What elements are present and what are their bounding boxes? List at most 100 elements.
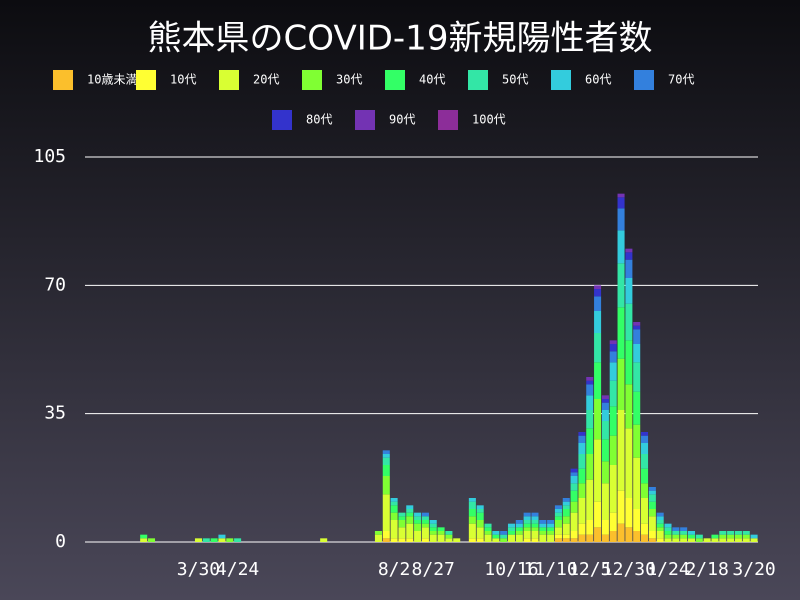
bar-segment <box>633 322 641 326</box>
bar-segment <box>680 531 688 535</box>
bar-segment <box>625 303 633 341</box>
legend-swatch <box>551 70 571 90</box>
bar-segment <box>515 520 523 524</box>
bar-segment <box>719 538 727 542</box>
legend-label: 20代 <box>253 73 279 87</box>
bar-segment <box>625 278 633 304</box>
bar-segment <box>570 490 578 502</box>
bar-segment <box>523 531 531 539</box>
bar-segment <box>734 538 742 542</box>
bar-segment <box>570 531 578 539</box>
bar-segment <box>601 461 609 484</box>
bar-segment <box>398 520 406 528</box>
x-tick-label: 8/2 <box>378 559 411 580</box>
legend-swatch <box>136 70 156 90</box>
bar-segment <box>414 516 422 520</box>
bar-segment <box>625 340 633 385</box>
bar-segment <box>601 534 609 542</box>
bar-segment <box>695 534 703 539</box>
bar-segment <box>586 520 594 535</box>
legend-swatch <box>53 70 73 90</box>
bar-segment <box>609 512 617 531</box>
bar-segment <box>562 505 570 509</box>
legend-swatch <box>355 110 375 130</box>
bar-segment <box>390 512 398 520</box>
bar-segment <box>194 538 202 542</box>
bar-segment <box>695 538 703 542</box>
bar-segment <box>484 531 492 535</box>
bar-segment <box>547 534 555 542</box>
x-tick-label: 1/24 <box>646 559 689 580</box>
bar-segment <box>218 538 226 542</box>
bar-segment <box>594 311 602 333</box>
bar-segment <box>570 538 578 542</box>
bar-segment <box>539 534 547 542</box>
bar-segment <box>382 465 390 476</box>
legend-label: 50代 <box>502 73 528 87</box>
bar-segment <box>703 538 711 542</box>
bar-segment <box>742 534 750 539</box>
bar-segment <box>601 520 609 535</box>
bar-segment <box>578 435 586 443</box>
bar-segment <box>641 443 649 454</box>
bar-segment <box>687 534 696 539</box>
bar-segment <box>617 410 625 491</box>
bar-segment <box>523 523 531 528</box>
legend-label: 60代 <box>585 73 611 87</box>
legend-label: 90代 <box>389 113 415 127</box>
bar-segment <box>523 527 531 531</box>
bar-segment <box>656 538 664 542</box>
bar-segment <box>421 527 429 539</box>
bar-segment <box>382 457 390 465</box>
bar-segment <box>210 538 218 542</box>
bar-segment <box>609 340 617 344</box>
x-tick-label: 3/20 <box>732 559 775 580</box>
bar-segment <box>437 531 445 535</box>
bar-segment <box>625 498 633 528</box>
bar-segment <box>601 439 609 462</box>
bar-segment <box>484 527 492 531</box>
bar-segment <box>578 498 586 524</box>
bar-segment <box>625 384 633 429</box>
bar-segment <box>515 527 523 531</box>
bar-segment <box>617 490 625 524</box>
y-tick-label: 35 <box>44 403 66 424</box>
bar-segment <box>374 531 382 535</box>
bar-segment <box>226 538 234 542</box>
bar-segment <box>641 498 649 524</box>
bar-segment <box>554 520 562 528</box>
bar-segment <box>617 193 625 198</box>
bar-segment <box>609 435 617 465</box>
bar-segment <box>687 531 696 535</box>
bar-segment <box>476 512 484 520</box>
bar-segment <box>406 512 414 517</box>
bar-segment <box>531 516 539 520</box>
bar-segment <box>202 538 210 542</box>
bar-segment <box>218 534 226 539</box>
bar-segment <box>680 534 688 539</box>
bar-segment <box>382 538 390 542</box>
bar-segment <box>586 380 594 385</box>
bar-segment <box>547 531 555 535</box>
bar-segment <box>476 505 484 509</box>
bar-segment <box>625 252 633 260</box>
bar-segment <box>656 520 664 524</box>
bar-segment <box>429 523 437 528</box>
bar-segment <box>672 538 680 542</box>
bar-segment <box>664 523 672 528</box>
bar-segment <box>641 483 649 498</box>
legend-label: 100代 <box>472 113 506 127</box>
legend-label: 40代 <box>419 73 445 87</box>
bar-segment <box>539 520 547 524</box>
bar-segment <box>492 534 500 539</box>
bar-segment <box>586 395 594 410</box>
bar-segment <box>398 527 406 539</box>
bar-segment <box>523 512 531 517</box>
bar-segment <box>476 527 484 539</box>
bar-segment <box>390 501 398 506</box>
bar-segment <box>523 538 531 542</box>
bar-segment <box>484 523 492 528</box>
bar-segment <box>531 523 539 528</box>
bar-segment <box>578 534 586 542</box>
bar-segment <box>570 512 578 531</box>
